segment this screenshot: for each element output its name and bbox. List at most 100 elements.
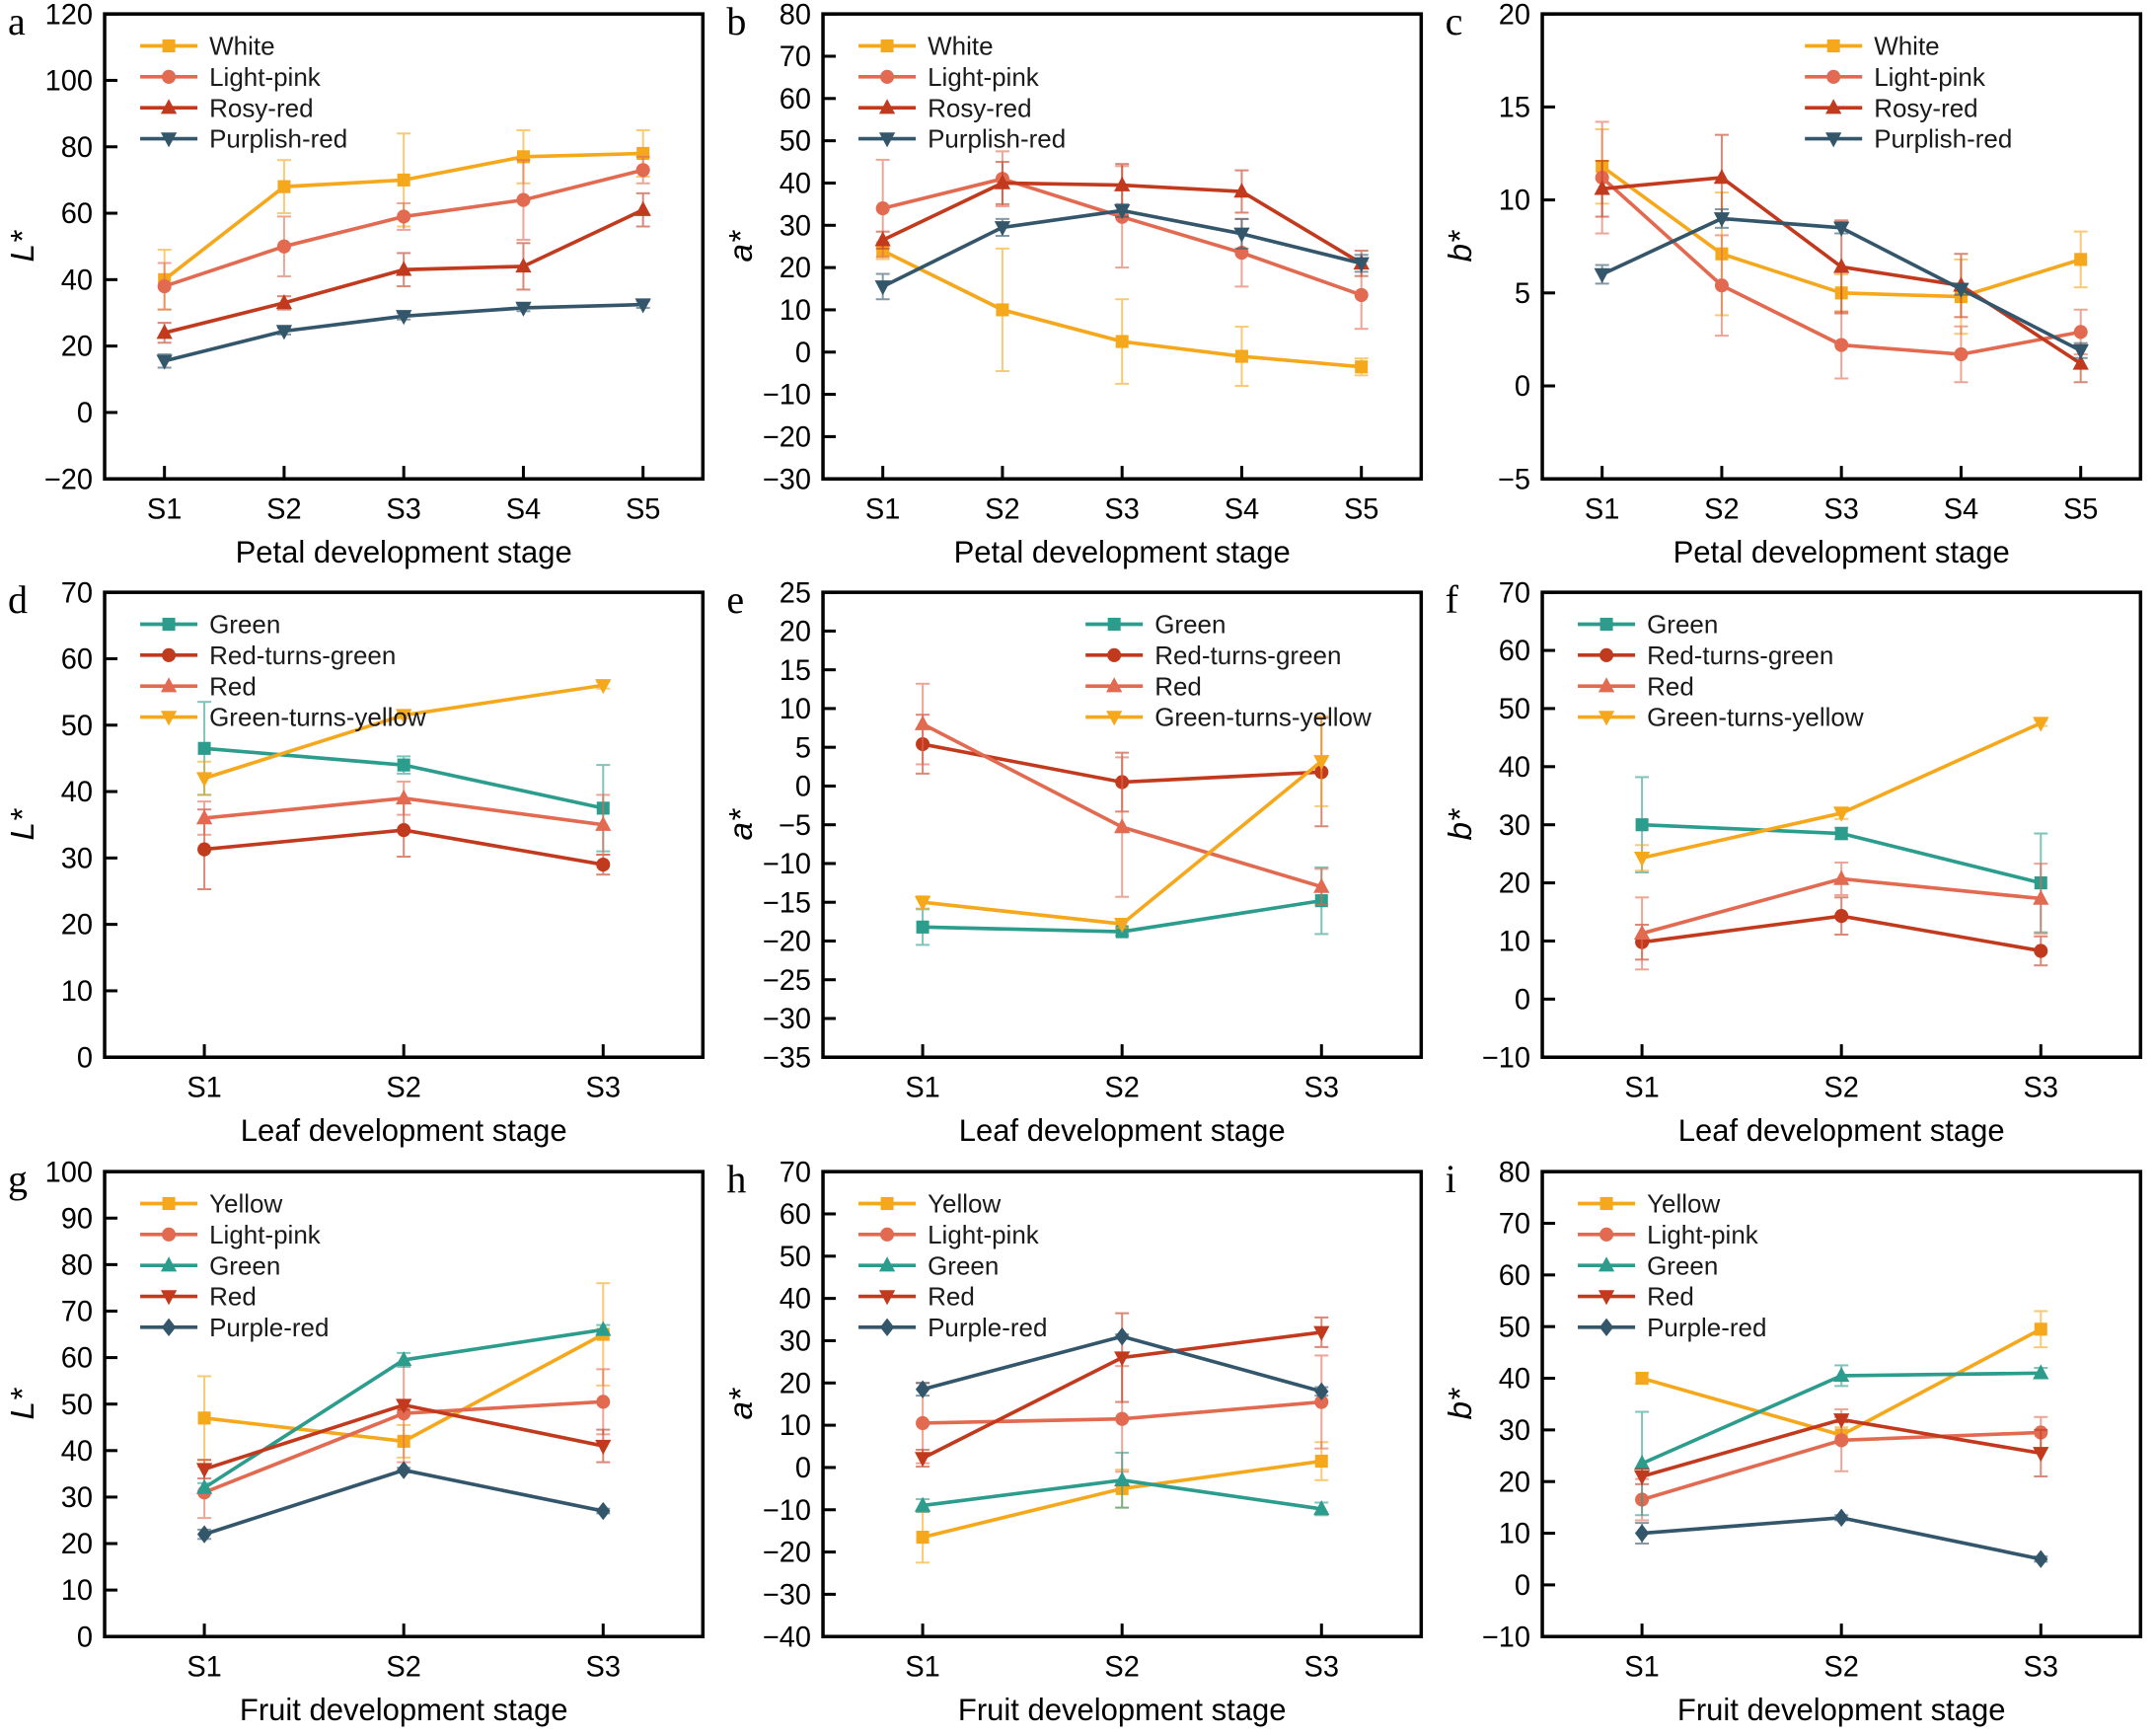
legend-label: Green <box>1647 1250 1718 1280</box>
legend-item: Red <box>1577 671 1693 702</box>
x-tick-label: S4 <box>506 494 541 526</box>
series-marker <box>916 921 929 935</box>
legend-item: Yellow <box>140 1188 282 1218</box>
legend-item: Light-pink <box>140 1219 322 1249</box>
y-tick-label: 20 <box>61 332 93 363</box>
x-tick-label: S3 <box>1105 494 1140 526</box>
series-marker <box>156 354 173 370</box>
series-marker <box>396 709 412 724</box>
series-purplish-red <box>874 202 1371 301</box>
y-tick-label: 20 <box>1498 868 1529 900</box>
legend-item: Green <box>140 610 280 640</box>
y-tick-label: 40 <box>1498 752 1529 784</box>
series-marker <box>1114 818 1131 834</box>
series-white <box>876 241 1370 388</box>
series-marker <box>1713 169 1730 185</box>
panel-letter-c: c <box>1445 0 1463 43</box>
legend-item: Purple-red <box>1577 1312 1766 1342</box>
y-tick-label: 60 <box>1498 636 1529 667</box>
legend-label: Green <box>1155 610 1227 640</box>
series-marker <box>276 239 291 254</box>
legend-label: Light-pink <box>928 1219 1040 1248</box>
series-marker <box>1353 257 1371 272</box>
legend-item: Purplish-red <box>140 123 347 154</box>
y-axis-title: b* <box>1443 230 1479 263</box>
y-tick-label: 10 <box>1498 927 1529 958</box>
legend-label: Red <box>209 1281 257 1311</box>
legend-item: Purplish-red <box>858 123 1067 154</box>
y-tick-label: 120 <box>45 0 93 31</box>
y-tick-label: 0 <box>77 1043 93 1075</box>
series-marker <box>595 1439 612 1455</box>
y-tick-label: 30 <box>61 844 93 875</box>
y-tick-label: 20 <box>61 1529 93 1560</box>
y-tick-label: 40 <box>61 264 93 296</box>
y-tick-label: 40 <box>61 777 93 808</box>
y-axis-title: a* <box>723 1387 760 1419</box>
chart-c: 20 15 10 5 0 −5 S1 S2 S3 S4 S5 Petal development st… <box>1443 0 2142 569</box>
x-tick-label: S1 <box>186 1651 221 1683</box>
series-marker <box>1832 1366 1849 1382</box>
legend-marker <box>880 69 895 84</box>
series-marker <box>1832 807 1849 823</box>
legend: GreenRed-turns-greenRedGreen-turns-yello… <box>1085 610 1372 732</box>
legend-item: Light-pink <box>858 1219 1040 1249</box>
x-tick-label: S2 <box>266 494 301 526</box>
x-tick-label: S1 <box>186 1073 221 1104</box>
series-marker <box>1832 1412 1849 1428</box>
y-tick-label: 60 <box>61 1342 93 1374</box>
x-axis-title: Petal development stage <box>236 535 572 569</box>
y-tick-label: 50 <box>1498 1312 1529 1343</box>
x-tick-label: S2 <box>986 494 1020 526</box>
legend-marker <box>880 1318 895 1336</box>
panel-letter-f: f <box>1445 577 1458 623</box>
y-tick-label: 0 <box>77 398 93 429</box>
y-tick-label: 25 <box>780 578 811 609</box>
y-tick-label: −10 <box>1481 1622 1529 1653</box>
plot-box <box>103 12 706 482</box>
series-marker <box>1633 925 1650 941</box>
y-tick-label: 40 <box>1498 1363 1529 1395</box>
y-tick-label: 70 <box>61 1296 93 1327</box>
panel-d: d 70 60 50 40 30 20 10 0 S1 S2 S3 Leaf development … <box>0 578 718 1157</box>
series-light-pink <box>197 1363 611 1519</box>
legend-item: Rosy-red <box>140 93 314 122</box>
series-red <box>915 683 1330 906</box>
panel-a: a 120 100 80 60 40 20 0 −20 S1 S2 S3 S4 S5 Petal deve… <box>0 0 718 578</box>
series-marker <box>516 192 531 207</box>
legend-label: Green <box>209 1250 280 1280</box>
y-tick-label: 0 <box>795 772 811 803</box>
chart-b: 80 70 60 50 40 30 20 10 0 −10 −20 −30 S1 S2 S3 S4 S5 Peta… <box>723 0 1424 569</box>
y-tick-label: 70 <box>61 578 93 609</box>
series-marker <box>1313 755 1330 771</box>
series-marker <box>1594 180 1610 195</box>
series-marker <box>2073 325 2088 340</box>
legend-label: Red <box>1647 1281 1694 1311</box>
y-axis-title: L* <box>5 1387 41 1419</box>
panel-c: c 20 15 10 5 0 −5 S1 S2 S3 S4 S5 Petal development … <box>1438 0 2156 578</box>
x-tick-label: S3 <box>1304 1073 1339 1104</box>
series-marker <box>596 1394 611 1409</box>
legend-item: Green-turns-yellow <box>1577 703 1863 732</box>
series-marker <box>1354 287 1370 303</box>
x-tick-label: S1 <box>1585 494 1619 526</box>
series-green-turns-yellow <box>1633 717 2049 872</box>
y-tick-label: −20 <box>44 464 93 495</box>
panel-letter-d: d <box>8 577 28 623</box>
series-marker <box>1313 1325 1330 1341</box>
series-marker <box>995 174 1011 189</box>
series-purple-red <box>1634 1508 2048 1568</box>
series-marker <box>156 324 173 340</box>
series-marker <box>2072 343 2089 360</box>
y-tick-label: 20 <box>780 617 811 648</box>
series-green-turns-yellow <box>195 679 612 796</box>
series-marker <box>2032 889 2049 906</box>
y-tick-label: −10 <box>763 1494 811 1526</box>
series-marker <box>1235 349 1249 363</box>
series-marker <box>1114 204 1131 220</box>
chart-a: 120 100 80 60 40 20 0 −20 S1 S2 S3 S4 S5 Petal develo… <box>5 0 706 569</box>
y-tick-label: 40 <box>61 1435 93 1467</box>
y-tick-label: 40 <box>780 168 811 199</box>
x-axis-title: Petal development stage <box>1673 535 2009 569</box>
